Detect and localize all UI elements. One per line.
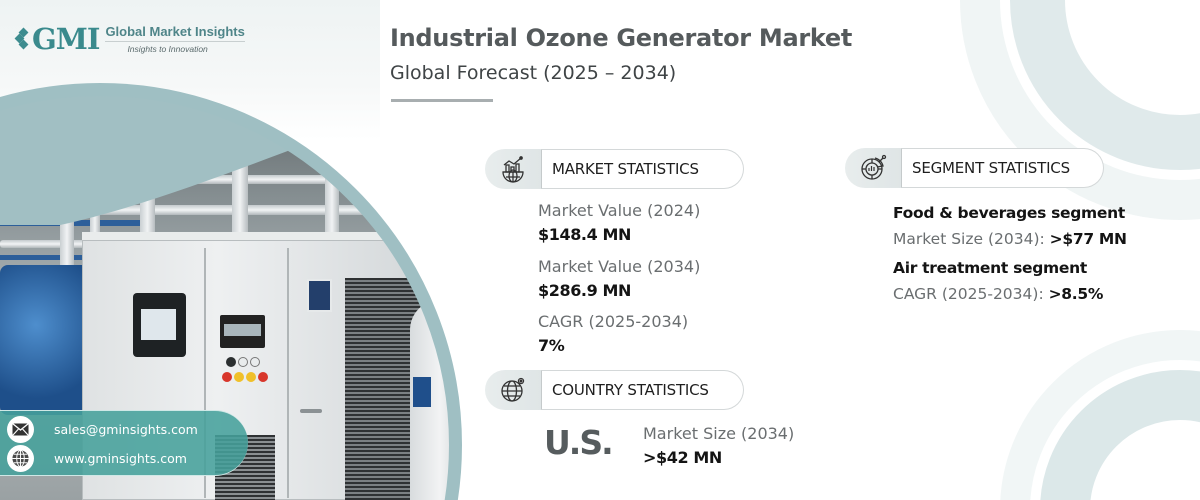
brand-name: Global Market Insights [105, 24, 245, 42]
segment-statistics-header: SEGMENT STATISTICS [845, 148, 1104, 188]
logo-letters: GMI [32, 21, 100, 56]
contact-website[interactable]: www.gminsights.com [7, 445, 187, 472]
market-value-2034: $286.9 MN [538, 281, 632, 300]
gmi-logo[interactable]: GMI Global Market Insights Insights to I… [14, 21, 245, 56]
page-subtitle: Global Forecast (2025 – 2034) [390, 62, 677, 84]
pie-chart-icon [845, 148, 901, 188]
segment-metric-label: Market Size (2034): [893, 230, 1045, 248]
segment-food-beverages: Food & beverages segment [893, 204, 1125, 222]
segment-statistics-title: SEGMENT STATISTICS [901, 148, 1104, 188]
segment-air-treatment: Air treatment segment [893, 259, 1087, 277]
market-value-2034-label: Market Value (2034) [538, 257, 701, 276]
chart-globe-icon [485, 149, 541, 189]
country-name: U.S. [544, 423, 614, 462]
segment-metric-value: >8.5% [1048, 285, 1104, 303]
globe-pin-icon [485, 370, 541, 410]
logo-mark: GMI [14, 21, 100, 56]
globe-icon [7, 445, 34, 472]
cagr-value: 7% [538, 336, 565, 355]
market-statistics-header: MARKET STATISTICS [485, 149, 744, 189]
mail-icon [7, 416, 34, 443]
logo-text: Global Market Insights Insights to Innov… [105, 24, 245, 54]
contact-panel: sales@gminsights.com www.gminsights.com [0, 410, 248, 476]
page-title: Industrial Ozone Generator Market [390, 24, 853, 52]
country-market-size-label: Market Size (2034) [643, 424, 795, 443]
segment-air-treatment-metric: CAGR (2025-2034): >8.5% [893, 285, 1103, 303]
cagr-label: CAGR (2025-2034) [538, 312, 689, 331]
segment-metric-label: CAGR (2025-2034): [893, 285, 1044, 303]
market-value-2024: $148.4 MN [538, 225, 632, 244]
market-statistics-title: MARKET STATISTICS [541, 149, 744, 189]
diamond-icon [14, 27, 30, 50]
website-link[interactable]: www.gminsights.com [54, 451, 187, 466]
email-link[interactable]: sales@gminsights.com [54, 422, 198, 437]
segment-food-beverages-metric: Market Size (2034): >$77 MN [893, 230, 1127, 248]
country-statistics-title: COUNTRY STATISTICS [541, 370, 744, 410]
country-statistics-header: COUNTRY STATISTICS [485, 370, 744, 410]
brand-tagline: Insights to Innovation [127, 44, 208, 54]
segment-metric-value: >$77 MN [1049, 230, 1127, 248]
market-value-2024-label: Market Value (2024) [538, 201, 701, 220]
contact-email[interactable]: sales@gminsights.com [7, 416, 198, 443]
country-market-size-value: >$42 MN [643, 448, 722, 467]
